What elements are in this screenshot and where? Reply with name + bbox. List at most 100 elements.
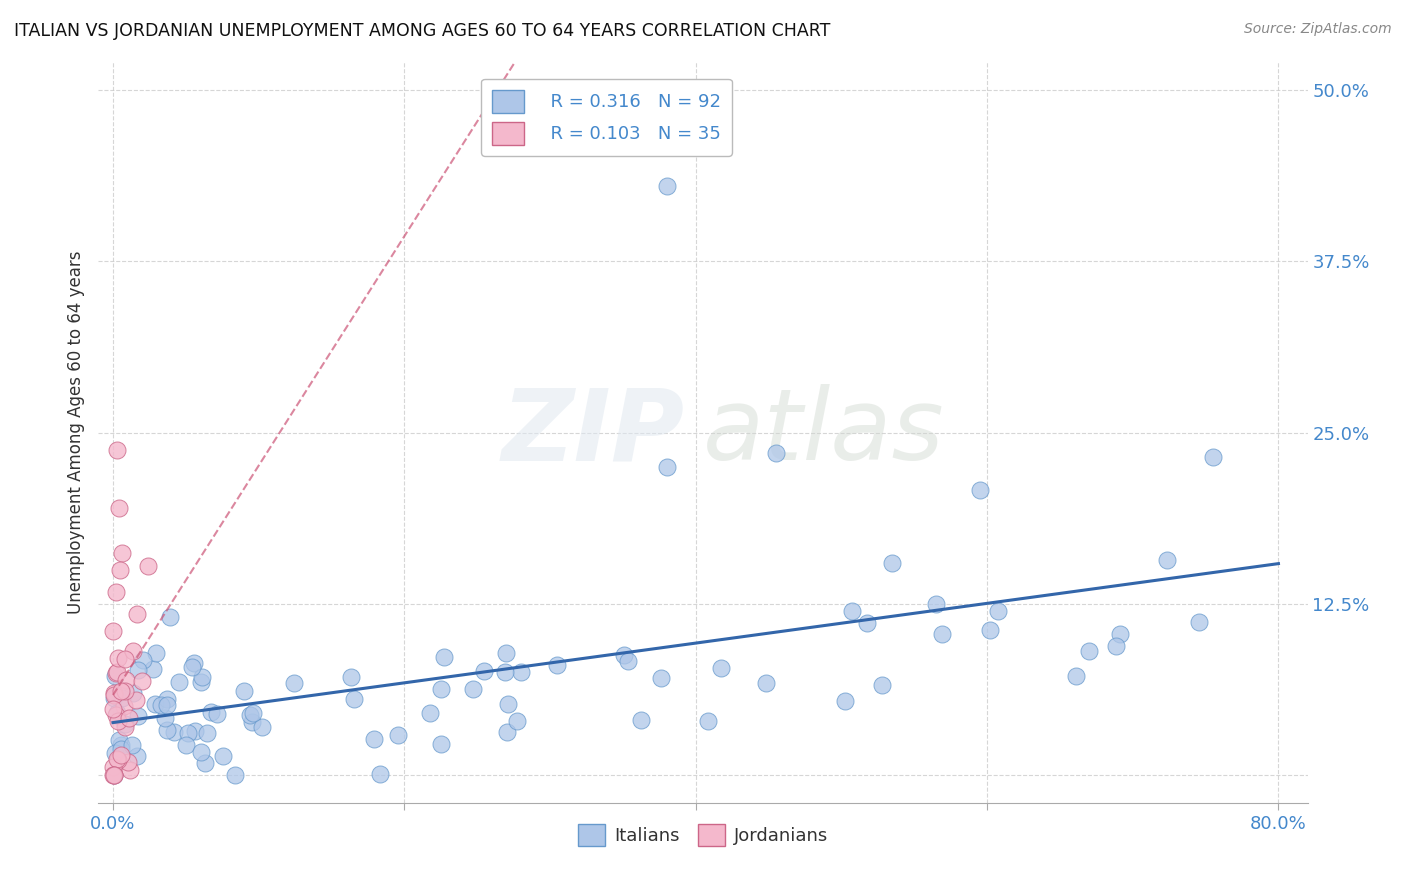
Point	[104, 669, 127, 683]
Point	[496, 725, 519, 739]
Point	[177, 726, 200, 740]
Point	[979, 623, 1001, 637]
Point	[613, 648, 636, 663]
Point	[104, 746, 127, 760]
Point	[696, 714, 718, 728]
Point	[430, 737, 453, 751]
Point	[107, 714, 129, 728]
Point	[931, 626, 953, 640]
Point	[155, 711, 177, 725]
Point	[127, 709, 149, 723]
Point	[103, 768, 125, 782]
Point	[224, 768, 246, 782]
Point	[107, 650, 129, 665]
Point	[494, 665, 516, 680]
Point	[205, 706, 228, 721]
Point	[111, 690, 134, 705]
Point	[655, 459, 678, 474]
Point	[190, 674, 212, 689]
Point	[103, 701, 125, 715]
Point	[110, 563, 132, 577]
Point	[114, 720, 136, 734]
Point	[108, 733, 131, 747]
Point	[114, 717, 136, 731]
Point	[131, 674, 153, 689]
Point	[969, 483, 991, 498]
Point	[108, 501, 131, 516]
Point	[159, 610, 181, 624]
Point	[1188, 615, 1211, 629]
Point	[630, 713, 652, 727]
Point	[103, 624, 125, 638]
Point	[103, 686, 125, 700]
Point	[834, 694, 856, 708]
Point	[103, 691, 125, 706]
Point	[156, 698, 179, 712]
Point	[240, 714, 263, 729]
Point	[1109, 627, 1132, 641]
Point	[233, 684, 256, 698]
Point	[472, 664, 495, 678]
Point	[118, 711, 141, 725]
Point	[617, 654, 640, 668]
Point	[105, 706, 128, 720]
Point	[200, 705, 222, 719]
Point	[136, 559, 159, 574]
Point	[498, 698, 520, 712]
Point	[156, 723, 179, 737]
Point	[650, 671, 672, 685]
Point	[103, 768, 125, 782]
Point	[111, 546, 134, 560]
Point	[115, 673, 138, 687]
Point	[1105, 640, 1128, 654]
Point	[882, 556, 904, 570]
Text: ITALIAN VS JORDANIAN UNEMPLOYMENT AMONG AGES 60 TO 64 YEARS CORRELATION CHART: ITALIAN VS JORDANIAN UNEMPLOYMENT AMONG …	[14, 22, 831, 40]
Point	[156, 692, 179, 706]
Point	[387, 728, 409, 742]
Point	[755, 675, 778, 690]
Point	[104, 584, 127, 599]
Legend: Italians, Jordanians: Italians, Jordanians	[571, 816, 835, 853]
Point	[1156, 553, 1178, 567]
Text: Source: ZipAtlas.com: Source: ZipAtlas.com	[1244, 22, 1392, 37]
Point	[107, 752, 129, 766]
Point	[841, 604, 863, 618]
Point	[112, 698, 135, 713]
Point	[856, 615, 879, 630]
Point	[506, 714, 529, 728]
Point	[142, 662, 165, 676]
Point	[143, 697, 166, 711]
Point	[122, 685, 145, 699]
Point	[1202, 450, 1225, 465]
Point	[127, 607, 149, 621]
Point	[184, 723, 207, 738]
Point	[870, 678, 893, 692]
Point	[103, 688, 125, 702]
Point	[430, 682, 453, 697]
Point	[174, 738, 197, 752]
Point	[124, 692, 146, 706]
Point	[765, 446, 787, 460]
Point	[191, 670, 214, 684]
Point	[101, 760, 124, 774]
Point	[433, 650, 456, 665]
Text: atlas: atlas	[703, 384, 945, 481]
Point	[105, 443, 128, 458]
Point	[103, 768, 125, 782]
Point	[250, 720, 273, 734]
Point	[239, 708, 262, 723]
Point	[242, 706, 264, 721]
Point	[419, 706, 441, 720]
Point	[127, 664, 149, 678]
Point	[212, 749, 235, 764]
Point	[1078, 644, 1101, 658]
Point	[162, 725, 184, 739]
Point	[110, 684, 132, 698]
Y-axis label: Unemployment Among Ages 60 to 64 years: Unemployment Among Ages 60 to 64 years	[66, 251, 84, 615]
Point	[110, 742, 132, 756]
Point	[495, 646, 517, 660]
Point	[343, 691, 366, 706]
Point	[180, 660, 202, 674]
Point	[121, 738, 143, 752]
Point	[167, 675, 190, 690]
